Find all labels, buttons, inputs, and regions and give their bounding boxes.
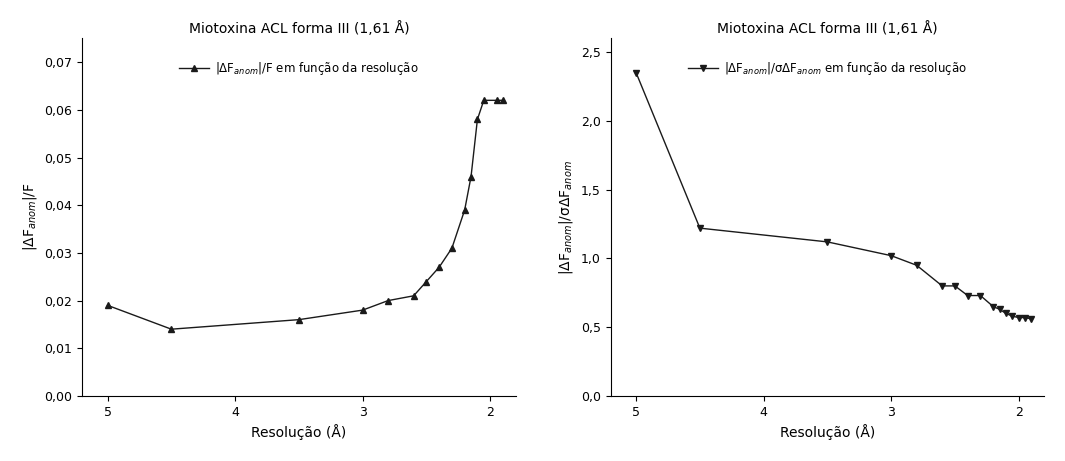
Y-axis label: |ΔF$_{anom}$|/F: |ΔF$_{anom}$|/F [21,183,38,252]
|ΔF$_{anom}$|/σΔF$_{anom}$ em função da resolução [1025,316,1037,322]
Legend: |ΔF$_{anom}$|/F em função da resolução: |ΔF$_{anom}$|/F em função da resolução [175,55,423,82]
|ΔF$_{anom}$|/σΔF$_{anom}$ em função da resolução [949,283,962,289]
|ΔF$_{anom}$|/σΔF$_{anom}$ em função da resolução [821,239,834,245]
|ΔF$_{anom}$|/σΔF$_{anom}$ em função da resolução [1000,311,1013,316]
|ΔF$_{anom}$|/σΔF$_{anom}$ em função da resolução [987,304,1000,309]
|ΔF$_{anom}$|/F em função da resolução [420,279,432,284]
Legend: |ΔF$_{anom}$|/σΔF$_{anom}$ em função da resolução: |ΔF$_{anom}$|/σΔF$_{anom}$ em função da … [684,55,971,82]
|ΔF$_{anom}$|/σΔF$_{anom}$ em função da resolução [885,253,898,259]
|ΔF$_{anom}$|/σΔF$_{anom}$ em função da resolução [911,262,923,268]
|ΔF$_{anom}$|/F em função da resolução [464,174,477,179]
|ΔF$_{anom}$|/F em função da resolução [101,302,114,308]
X-axis label: Resolução (Å): Resolução (Å) [780,424,875,440]
|ΔF$_{anom}$|/F em função da resolução [496,98,509,103]
|ΔF$_{anom}$|/σΔF$_{anom}$ em função da resolução [1018,315,1031,320]
Title: Miotoxina ACL forma III (1,61 Å): Miotoxina ACL forma III (1,61 Å) [189,21,409,36]
Line: |ΔF$_{anom}$|/F em função da resolução: |ΔF$_{anom}$|/F em função da resolução [104,97,506,333]
|ΔF$_{anom}$|/σΔF$_{anom}$ em função da resolução [693,225,706,231]
|ΔF$_{anom}$|/F em função da resolução [490,98,503,103]
|ΔF$_{anom}$|/σΔF$_{anom}$ em função da resolução [1006,313,1019,319]
X-axis label: Resolução (Å): Resolução (Å) [251,424,346,440]
Title: Miotoxina ACL forma III (1,61 Å): Miotoxina ACL forma III (1,61 Å) [717,21,937,36]
|ΔF$_{anom}$|/F em função da resolução [432,265,445,270]
|ΔF$_{anom}$|/F em função da resolução [477,98,490,103]
|ΔF$_{anom}$|/F em função da resolução [381,298,394,303]
|ΔF$_{anom}$|/F em função da resolução [357,307,370,313]
|ΔF$_{anom}$|/F em função da resolução [293,317,306,322]
|ΔF$_{anom}$|/σΔF$_{anom}$ em função da resolução [974,293,987,298]
Line: |ΔF$_{anom}$|/σΔF$_{anom}$ em função da resolução: |ΔF$_{anom}$|/σΔF$_{anom}$ em função da … [633,69,1035,322]
|ΔF$_{anom}$|/σΔF$_{anom}$ em função da resolução [629,70,642,76]
|ΔF$_{anom}$|/F em função da resolução [458,207,471,213]
|ΔF$_{anom}$|/F em função da resolução [407,293,420,299]
|ΔF$_{anom}$|/F em função da resolução [445,245,458,251]
|ΔF$_{anom}$|/F em função da resolução [471,117,484,122]
|ΔF$_{anom}$|/σΔF$_{anom}$ em função da resolução [994,307,1006,312]
|ΔF$_{anom}$|/σΔF$_{anom}$ em função da resolução [962,293,974,298]
|ΔF$_{anom}$|/F em função da resolução [165,326,178,332]
|ΔF$_{anom}$|/σΔF$_{anom}$ em função da resolução [936,283,949,289]
|ΔF$_{anom}$|/σΔF$_{anom}$ em função da resolução [1012,315,1025,320]
Y-axis label: |ΔF$_{anom}$|/σΔF$_{anom}$: |ΔF$_{anom}$|/σΔF$_{anom}$ [557,160,575,275]
